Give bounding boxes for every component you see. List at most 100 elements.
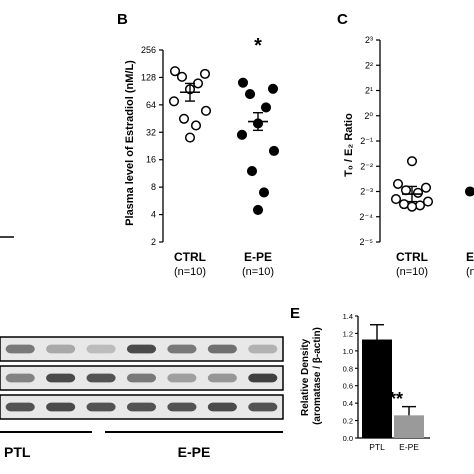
panel-e-y-tick-label: 0.6: [343, 382, 353, 391]
panel-b-y-axis-label: Plasma level of Estradiol (nM/L): [124, 60, 136, 226]
panel-b-data-point: [252, 204, 264, 215]
panel-c-epe-label: E-PE: [466, 250, 474, 264]
panel-d-band: [248, 373, 278, 383]
panel-e-y-axis-label: Relative Density (aromatase / β-actin): [300, 327, 323, 425]
panel-c-y-tick-label: 2⁰: [364, 111, 373, 121]
panel-e-y-axis-label-line1: Relative Density: [300, 338, 311, 416]
panel-b-data-point: [184, 132, 196, 143]
panel-e: E Relative Density (aromatase / β-actin)…: [290, 305, 430, 452]
panel-c-y-tick-label: 2⁻³: [360, 187, 373, 197]
panel-e-y-tick-label: 1.2: [343, 329, 353, 338]
panel-b-y-tick-label: 8: [151, 182, 156, 192]
panel-c-data-point: [412, 187, 424, 198]
panel-b-ctrl-n: (n=10): [174, 266, 206, 278]
panel-e-y-ticks: 0.0 0.2 0.4 0.6 0.8 1.0 1.2 1.4: [343, 312, 358, 443]
panel-b-y-tick-label: 16: [146, 155, 156, 165]
panel-e-bars: PTL E-PE: [362, 324, 424, 452]
panel-d-band: [167, 373, 197, 383]
panel-b-y-tick-label: 32: [146, 127, 156, 137]
panel-d: PTL E-PE: [0, 336, 284, 460]
panel-e-bar: [362, 339, 392, 438]
panel-b-data-point: [178, 113, 190, 124]
panel-b-data-point: [168, 96, 180, 107]
panel-e-significance: **: [389, 389, 403, 409]
panel-c-y-axis-label: T₀ / E₂ Ratio: [343, 113, 355, 177]
panel-b-data-point: [268, 145, 280, 156]
panel-b-epe-label: E-PE: [244, 250, 272, 264]
panel-c-y-tick-label: 2⁻⁵: [360, 237, 374, 247]
panel-b-data-point: [176, 71, 188, 82]
panel-b-epe-n: (n=10): [242, 266, 274, 278]
panel-c-epe-n: (n=10): [466, 266, 474, 278]
panel-b-y-ticks: 2 4 8 16 32 64 128 256: [141, 45, 163, 247]
panel-e-x-tick-label: PTL: [369, 442, 385, 452]
panel-e-y-tick-label: 0.0: [343, 434, 353, 443]
panel-d-band: [167, 402, 197, 412]
panel-d-band: [46, 373, 76, 383]
panel-d-band: [86, 344, 116, 354]
panel-b-data-point: [267, 83, 279, 94]
panel-d-blots: [0, 336, 284, 420]
panel-e-y-tick-label: 1.0: [343, 347, 353, 356]
panel-d-band: [126, 373, 157, 383]
panel-d-band: [248, 402, 278, 412]
panel-b-data-point: [200, 105, 212, 116]
panel-c-y-ticks: 2³ 2² 2¹ 2⁰ 2⁻¹ 2⁻² 2⁻³ 2⁻⁴ 2⁻⁵: [359, 35, 380, 247]
panel-c: C T₀ / E₂ Ratio 2³2²2¹2⁰2⁻¹2⁻²2⁻³2⁻⁴2⁻⁵ …: [337, 11, 474, 278]
panel-b-data-point: [236, 129, 248, 140]
panel-b-y-tick-label: 256: [141, 45, 156, 55]
panel-c-data-point: [422, 196, 434, 207]
panel-d-band: [86, 373, 116, 383]
panel-d-band: [248, 344, 278, 354]
panel-b-y-tick-label: 4: [151, 210, 156, 220]
panel-b: B Plasma level of Estradiol (nM/L) 2 4 8 16…: [117, 11, 280, 278]
panel-c-data-point: [464, 186, 474, 197]
panel-c-y-tick-label: 2³: [365, 35, 373, 45]
panel-d-band: [5, 402, 35, 412]
panel-c-y-tick-label: 2⁻⁴: [359, 212, 373, 222]
panel-d-band: [126, 344, 157, 354]
panel-d-band: [126, 402, 157, 412]
panel-c-data-point: [406, 156, 418, 167]
panel-d-band: [5, 373, 35, 383]
panel-e-bar: [394, 415, 424, 438]
panel-b-data-point: [246, 166, 258, 177]
panel-c-y-tick-label: 2¹: [365, 86, 373, 96]
panel-c-ctrl-n: (n=10): [396, 266, 428, 278]
panel-d-band: [46, 402, 76, 412]
panel-e-y-tick-label: 0.2: [343, 417, 353, 426]
panel-d-band: [5, 344, 35, 354]
panel-b-y-tick-label: 2: [151, 237, 156, 247]
panel-c-y-tick-label: 2⁻²: [360, 161, 373, 171]
panel-b-data-point: [169, 66, 181, 77]
panel-b-data-point: [244, 89, 256, 100]
panel-c-data-point: [390, 194, 402, 205]
panel-b-data-point: [199, 68, 211, 79]
panel-b-data-point: [260, 102, 272, 113]
panel-b-significance: *: [254, 35, 262, 57]
panel-d-band: [207, 402, 237, 412]
panel-b-y-tick-label: 128: [141, 72, 156, 82]
panel-d-band: [207, 344, 237, 354]
panel-d-band: [167, 344, 197, 354]
panel-e-y-tick-label: 0.8: [343, 364, 353, 373]
panel-c-points: [390, 156, 474, 212]
panel-c-data-point: [420, 182, 432, 193]
panel-b-data-point: [237, 77, 249, 88]
panel-e-letter: E: [290, 305, 300, 322]
panel-d-band: [207, 373, 237, 383]
panel-b-letter: B: [117, 11, 128, 28]
panel-d-band: [46, 344, 76, 354]
panel-c-y-tick-label: 2²: [365, 60, 373, 70]
panel-c-data-point: [406, 201, 418, 212]
panel-b-data-point: [190, 120, 202, 131]
panel-e-x-tick-label: E-PE: [399, 442, 419, 452]
panel-c-data-point: [392, 178, 404, 189]
panel-c-data-point: [414, 200, 426, 211]
panel-e-y-tick-label: 0.4: [343, 399, 353, 408]
panel-e-y-tick-label: 1.4: [343, 312, 353, 321]
panel-b-points: [168, 66, 280, 215]
panel-d-epe-label: E-PE: [178, 444, 211, 460]
panel-b-data-point: [258, 187, 270, 198]
